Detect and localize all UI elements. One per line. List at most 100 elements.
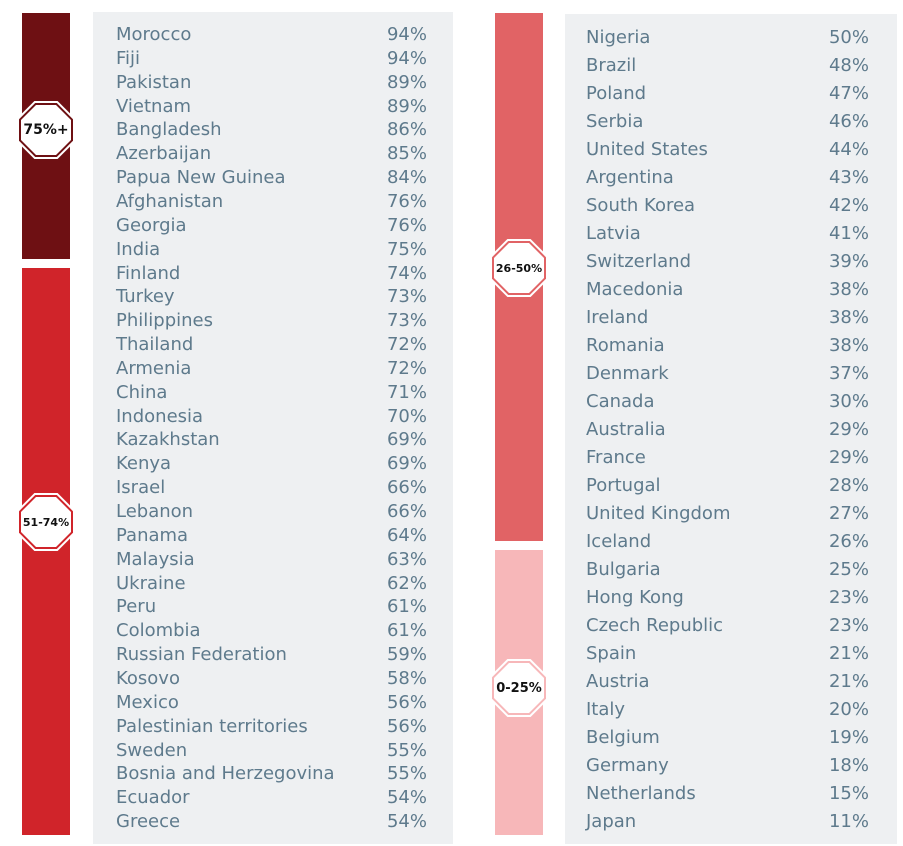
country-name: Romania — [586, 335, 665, 356]
table-row: Nigeria 50% — [586, 26, 869, 50]
country-name: Portugal — [586, 475, 661, 496]
country-value: 61% — [386, 596, 427, 618]
country-name: Indonesia — [116, 405, 204, 427]
table-row: India 75% — [116, 238, 427, 262]
table-row: Turkey 73% — [116, 285, 427, 309]
country-name: Sweden — [116, 739, 188, 761]
table-row: Mexico 56% — [116, 691, 427, 715]
country-value: 26% — [828, 531, 869, 552]
country-name: Azerbaijan — [116, 143, 212, 165]
country-name: Germany — [586, 755, 669, 776]
country-value: 54% — [386, 811, 427, 833]
country-value: 75% — [386, 238, 427, 260]
table-row: Poland 47% — [586, 82, 869, 106]
table-row: Bangladesh 86% — [116, 118, 427, 142]
country-name: Bosnia and Herzegovina — [116, 763, 335, 785]
country-value: 61% — [386, 620, 427, 642]
group-badge: 75%+ — [17, 101, 75, 159]
country-name: United States — [586, 139, 708, 160]
table-row: Switzerland 39% — [586, 250, 869, 274]
table-row: Georgia 76% — [116, 214, 427, 238]
country-name: Belgium — [586, 727, 660, 748]
table-row: Romania 38% — [586, 334, 869, 358]
country-name: Nigeria — [586, 27, 651, 48]
table-row: Serbia 46% — [586, 110, 869, 134]
table-row: Argentina 43% — [586, 166, 869, 190]
country-value: 62% — [386, 572, 427, 594]
country-name: Italy — [586, 699, 626, 720]
country-value: 70% — [386, 405, 427, 427]
group-bar — [22, 268, 70, 835]
table-row: Sweden 55% — [116, 739, 427, 763]
table-row: Philippines 73% — [116, 309, 427, 333]
country-value: 54% — [386, 787, 427, 809]
country-name: Morocco — [116, 24, 192, 45]
country-name: Kosovo — [116, 667, 180, 689]
country-value: 23% — [828, 587, 869, 608]
country-value: 39% — [828, 251, 869, 272]
country-name: Russian Federation — [116, 644, 287, 666]
country-name: Netherlands — [586, 783, 696, 804]
country-value: 41% — [828, 223, 869, 244]
country-name: Finland — [116, 262, 181, 284]
country-value: 76% — [386, 190, 427, 212]
country-name: Australia — [586, 419, 666, 440]
country-name: Brazil — [586, 55, 637, 76]
country-name: Turkey — [116, 286, 175, 308]
country-value: 43% — [828, 167, 869, 188]
table-row: Germany 18% — [586, 754, 869, 778]
country-value: 66% — [386, 501, 427, 522]
table-row: Netherlands 15% — [586, 782, 869, 806]
country-value: 76% — [386, 214, 427, 236]
country-value: 72% — [386, 334, 427, 356]
country-value: 42% — [828, 195, 869, 216]
table-row: Fiji 94% — [116, 47, 427, 71]
country-value: 71% — [386, 381, 427, 403]
table-row: Canada 30% — [586, 390, 869, 414]
country-name: Lebanon — [116, 501, 194, 522]
table-row: Brazil 48% — [586, 54, 869, 78]
table-row: Kosovo 58% — [116, 667, 427, 691]
country-name: Georgia — [116, 214, 187, 236]
country-name: Peru — [116, 596, 157, 618]
table-row: Spain 21% — [586, 642, 869, 666]
country-name: Greece — [116, 811, 181, 833]
country-value: 47% — [828, 83, 869, 104]
country-value: 64% — [386, 524, 427, 546]
table-row: Kenya 69% — [116, 452, 427, 476]
table-row: Greece 54% — [116, 810, 427, 834]
table-row: Bosnia and Herzegovina 55% — [116, 762, 427, 786]
country-value: 38% — [828, 307, 869, 328]
country-name: Israel — [116, 477, 166, 499]
country-name: Kenya — [116, 453, 172, 475]
table-row: Panama 64% — [116, 524, 427, 548]
table-row: Australia 29% — [586, 418, 869, 442]
table-row: Ecuador 54% — [116, 786, 427, 810]
country-value: 84% — [386, 167, 427, 189]
table-row: Israel 66% — [116, 476, 427, 500]
country-name: China — [116, 381, 168, 403]
table-row: Peru 61% — [116, 595, 427, 619]
country-value: 73% — [386, 286, 427, 308]
country-name: Mexico — [116, 691, 179, 713]
country-value: 28% — [828, 475, 869, 496]
country-value: 94% — [386, 47, 427, 69]
column-panel-1 — [93, 12, 453, 844]
country-name: Kazakhstan — [116, 429, 220, 451]
country-value: 66% — [386, 477, 427, 499]
table-row: Hong Kong 23% — [586, 586, 869, 610]
country-value: 69% — [386, 429, 427, 451]
country-name: Afghanistan — [116, 190, 224, 212]
country-value: 27% — [828, 503, 869, 524]
country-name: Argentina — [586, 167, 674, 188]
country-name: Thailand — [116, 334, 194, 356]
table-row: South Korea 42% — [586, 194, 869, 218]
country-name: Japan — [586, 811, 637, 832]
table-row: Lebanon 66% — [116, 500, 427, 524]
group-badge: 26-50% — [490, 239, 548, 297]
country-name: Canada — [586, 391, 655, 412]
country-name: United Kingdom — [586, 503, 731, 524]
table-row: Italy 20% — [586, 698, 869, 722]
group-label: 51-74% — [21, 497, 71, 547]
country-value: 63% — [386, 548, 427, 570]
